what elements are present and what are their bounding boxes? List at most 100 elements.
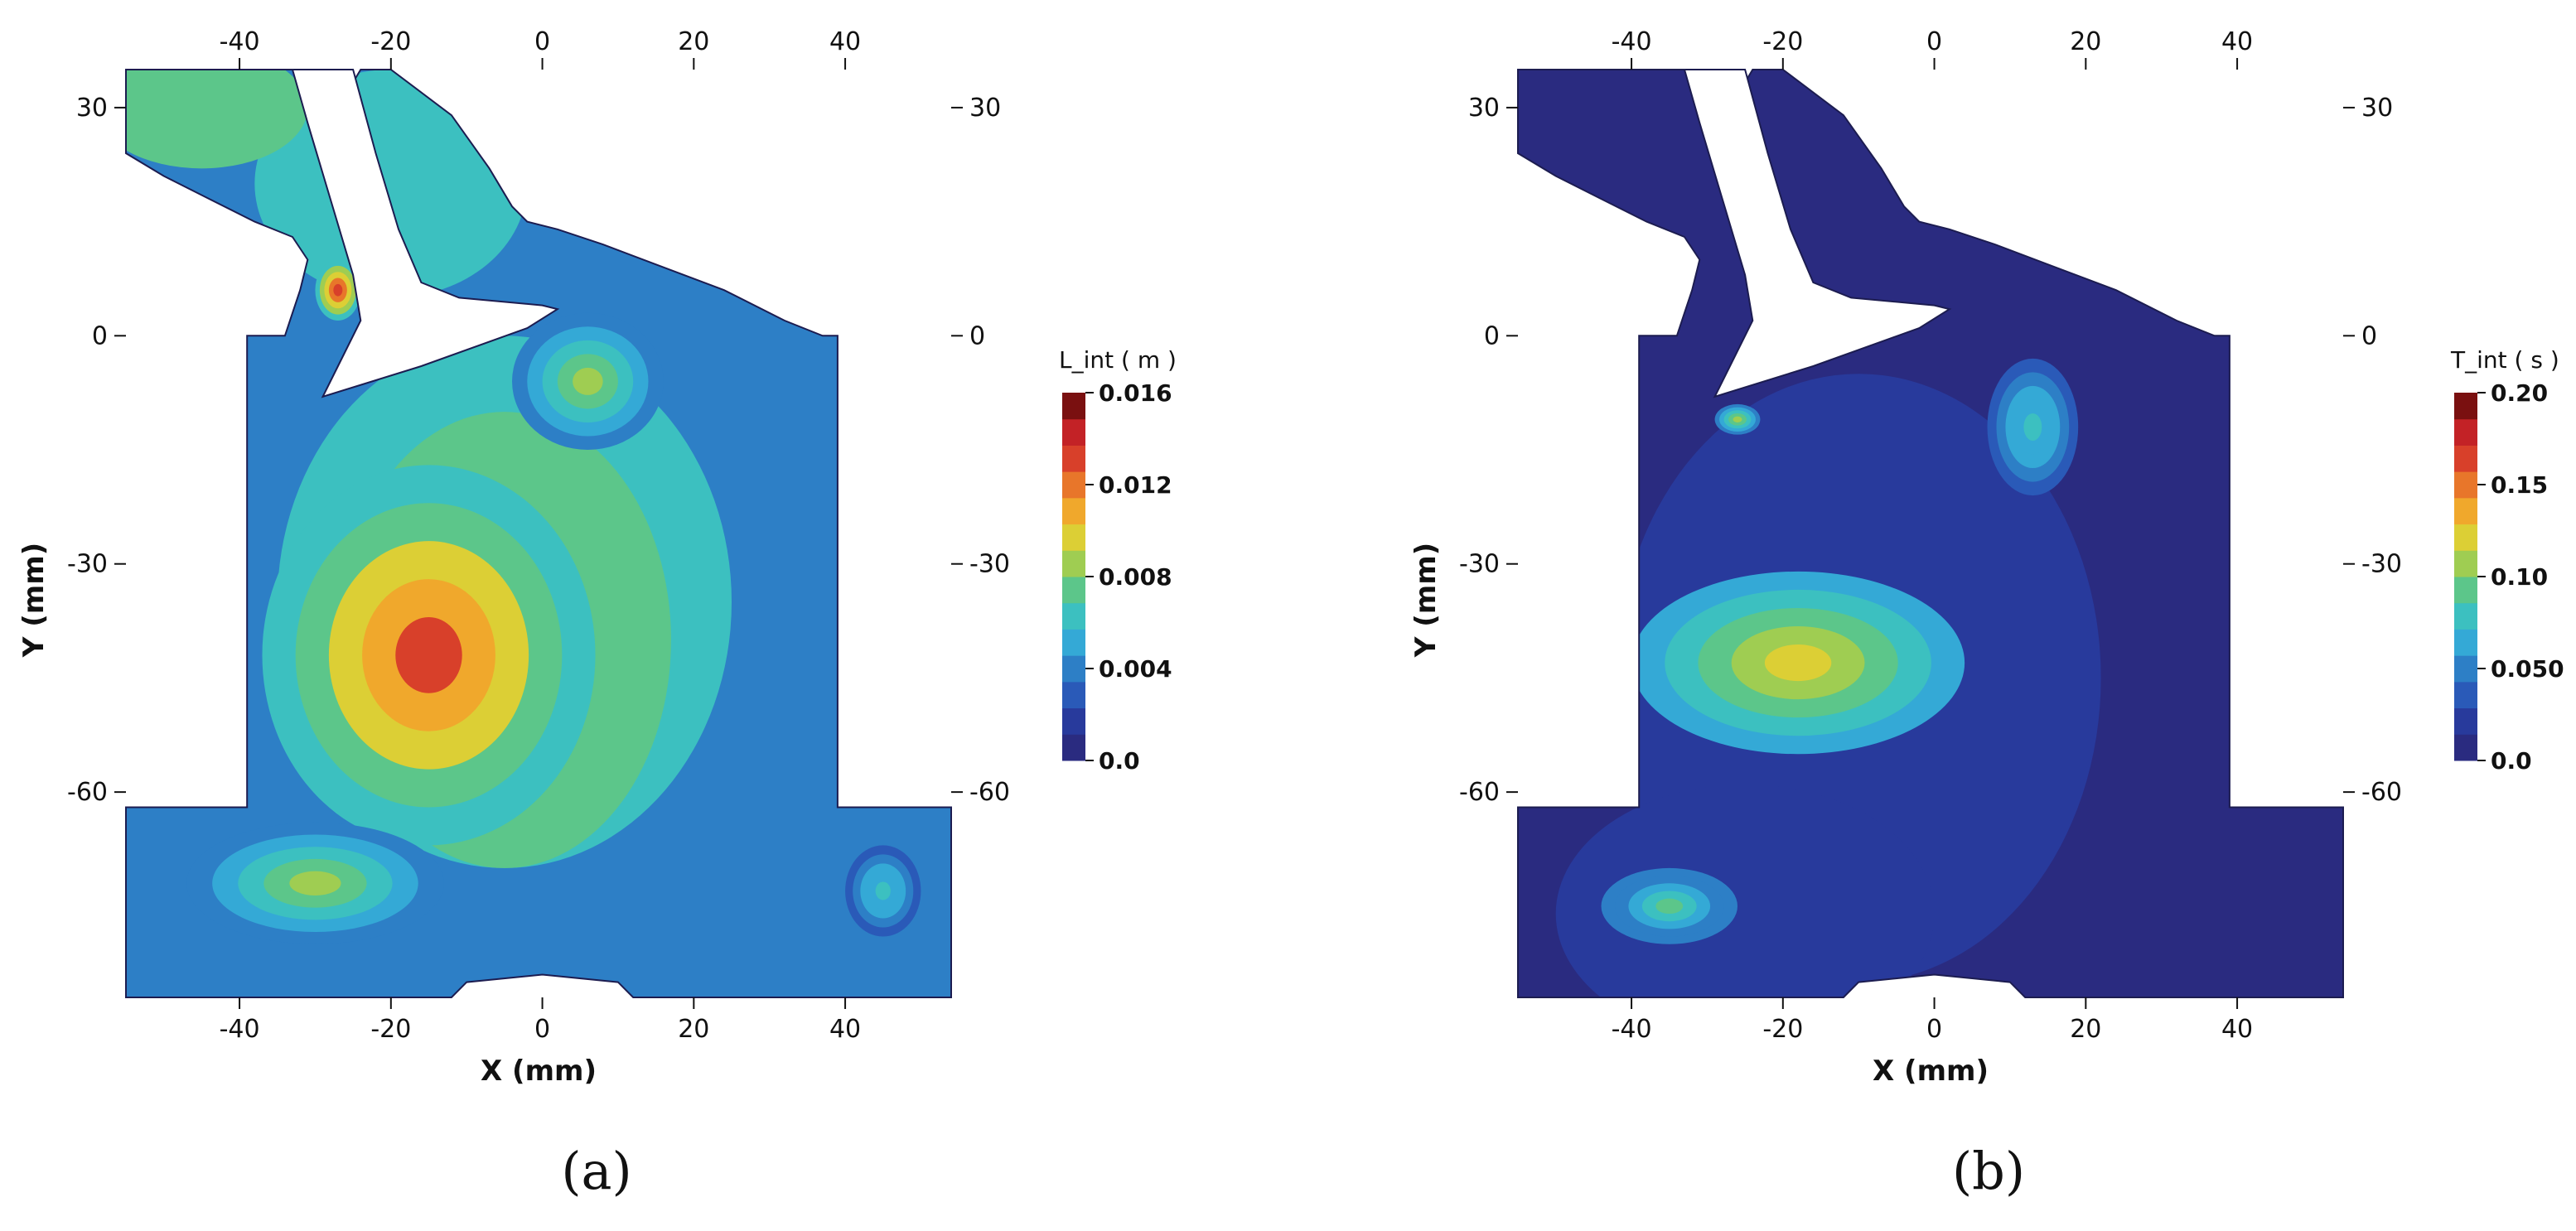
y-tick-label: 0 — [92, 321, 108, 350]
hotspot-contour — [1655, 898, 1684, 915]
colorbar-tick-label: 0.15 — [2491, 471, 2548, 499]
hotspot-contour — [289, 871, 341, 895]
y-tick-label: 0 — [1484, 321, 1500, 350]
colorbar-band — [2454, 418, 2477, 446]
colorbar-band — [1062, 629, 1085, 656]
axes-a: -40 -40 -20 -20 0 0 20 20 40 40 30 30 0 0 -30 -30 -60 -60 — [67, 27, 1010, 1044]
colorbar-tick-label: 0.0 — [2491, 747, 2532, 775]
y-tick-label: 30 — [76, 94, 108, 123]
domain-outline-b — [1517, 69, 2344, 998]
colorbar-band — [1062, 707, 1085, 735]
x-tick-label-top: 40 — [829, 27, 861, 56]
x-axis-label-b: X (mm) — [1873, 1055, 1989, 1088]
x-tick-label-top: 20 — [678, 27, 709, 56]
colorbar-b: T_int ( s ) 0.20 0.15 0.10 0.050 0.0 — [2450, 346, 2564, 775]
colorbar-tick-label: 0.016 — [1099, 379, 1172, 407]
x-tick-label-top: 20 — [2070, 27, 2101, 56]
colorbar-title-b: T_int ( s ) — [2450, 346, 2559, 374]
y-tick-label-right: 0 — [2361, 321, 2377, 350]
colorbar-band — [1062, 734, 1085, 761]
colorbar-tick-label: 0.012 — [1099, 471, 1172, 499]
x-tick-label: -40 — [1612, 1015, 1652, 1044]
y-axis-label-b: Y (mm) — [1409, 543, 1443, 658]
x-tick-label-top: -40 — [220, 27, 260, 56]
x-tick-label: 20 — [2070, 1015, 2101, 1044]
y-tick-label-right: -60 — [969, 778, 1010, 807]
hotspot-contour — [875, 881, 891, 900]
colorbar-band — [2454, 445, 2477, 472]
panel-label-a: (a) — [561, 1141, 631, 1201]
colorbar-band — [2454, 577, 2477, 604]
y-tick-label-right: 30 — [969, 94, 1001, 123]
heatmap-b-field — [1517, 69, 2344, 998]
colorbar-a: L_int ( m ) 0.016 0.012 0.008 0.004 0.0 — [1059, 346, 1177, 775]
colorbar-band — [1062, 655, 1085, 683]
y-tick-label-right: -30 — [2361, 550, 2402, 579]
x-tick-label-top: -20 — [1762, 27, 1803, 56]
x-tick-label: 0 — [534, 1015, 550, 1044]
colorbar-band — [1062, 497, 1085, 525]
y-tick-label-right: 30 — [2361, 94, 2393, 123]
colorbar-tick-label: 0.004 — [1099, 655, 1172, 683]
colorbar-tick-label: 0.20 — [2491, 379, 2548, 407]
field-band — [1555, 784, 1935, 997]
x-tick-label: 40 — [829, 1015, 861, 1044]
field-band — [126, 70, 308, 169]
colorbar-band — [2454, 524, 2477, 551]
colorbar-band — [2454, 655, 2477, 683]
x-tick-label: -20 — [370, 1015, 411, 1044]
panel-b: -40 -40 -20 -20 0 0 20 20 40 40 30 30 0 0 -30 -30 -60 -60… — [1409, 27, 2564, 1201]
axes-b: -40 -40 -20 -20 0 0 20 20 40 40 30 30 0 0 -30 -30 -60 -60 — [1459, 27, 2402, 1044]
colorbar-tick-label: 0.008 — [1099, 563, 1172, 591]
hotspot-contour — [573, 367, 603, 395]
x-tick-label-top: 40 — [2221, 27, 2253, 56]
colorbar-band — [2454, 707, 2477, 735]
x-tick-label-top: -20 — [370, 27, 411, 56]
colorbar-band — [1062, 393, 1085, 420]
y-tick-label-right: -30 — [969, 550, 1010, 579]
colorbar-band — [1062, 524, 1085, 551]
x-tick-label: -40 — [220, 1015, 260, 1044]
x-tick-label: 20 — [678, 1015, 709, 1044]
colorbar-band — [2454, 602, 2477, 630]
hotspot-contour — [395, 616, 462, 693]
x-tick-label: 40 — [2221, 1015, 2253, 1044]
x-tick-label-top: 0 — [534, 27, 550, 56]
colorbar-band — [1062, 602, 1085, 630]
colorbar-title-a: L_int ( m ) — [1059, 346, 1177, 374]
hotspot-contour — [333, 283, 343, 297]
hotspot-contour — [1733, 416, 1742, 422]
colorbar-band — [2454, 497, 2477, 525]
colorbar-band — [2454, 681, 2477, 709]
colorbar-band — [1062, 681, 1085, 709]
hotspot-contour — [1764, 644, 1832, 682]
colorbar-band — [2454, 734, 2477, 761]
colorbar-band — [2454, 393, 2477, 420]
colorbar-tick-label: 0.0 — [1099, 747, 1140, 775]
y-axis-label-a: Y (mm) — [17, 543, 51, 658]
colorbar-band — [2454, 629, 2477, 656]
y-tick-label: -60 — [1459, 778, 1500, 807]
colorbar-band — [1062, 445, 1085, 472]
domain-outline-a — [125, 69, 952, 998]
x-tick-label: 0 — [1926, 1015, 1942, 1044]
hotspot-contour — [2023, 413, 2042, 441]
x-tick-label-top: -40 — [1612, 27, 1652, 56]
colorbar-band — [1062, 471, 1085, 499]
colorbar-band — [2454, 550, 2477, 577]
colorbar-band — [1062, 577, 1085, 604]
y-tick-label-right: 0 — [969, 321, 985, 350]
y-tick-label-right: -60 — [2361, 778, 2402, 807]
colorbar-tick-label: 0.050 — [2491, 655, 2564, 683]
y-tick-label: -60 — [67, 778, 108, 807]
colorbar-tick-label: 0.10 — [2491, 563, 2548, 591]
y-tick-label: 30 — [1468, 94, 1500, 123]
colorbar-band — [1062, 550, 1085, 577]
x-tick-label: -20 — [1762, 1015, 1803, 1044]
colorbar-band — [1062, 418, 1085, 446]
x-axis-label-a: X (mm) — [481, 1055, 597, 1088]
valve-cutout — [291, 69, 560, 398]
panel-label-b: (b) — [1952, 1141, 2025, 1201]
valve-cutout — [1683, 69, 1952, 398]
